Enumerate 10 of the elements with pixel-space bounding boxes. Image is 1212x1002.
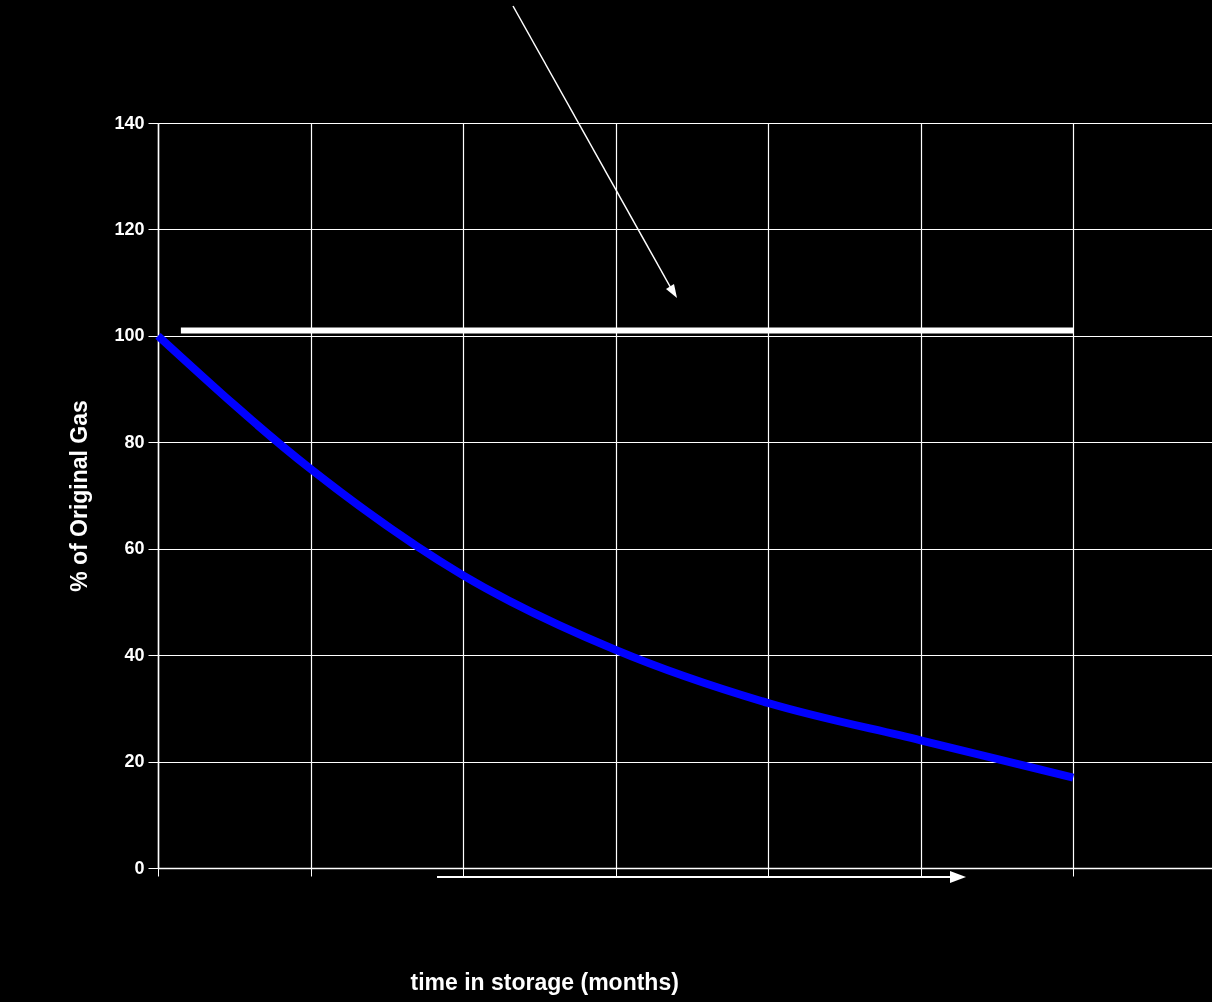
y-tick-label: 60 — [124, 538, 145, 559]
y-tick-label: 80 — [124, 431, 145, 452]
y-axis-title: % of Original Gas — [66, 400, 93, 592]
x-axis-title: time in storage (months) — [410, 969, 679, 995]
y-tick-label: 20 — [124, 751, 145, 772]
y-tick-label: 100 — [114, 325, 145, 346]
y-tick-label: 140 — [114, 112, 145, 133]
y-tick-label: 0 — [134, 857, 145, 878]
y-tick-label: 40 — [124, 644, 145, 665]
y-tick-label: 120 — [114, 218, 145, 239]
